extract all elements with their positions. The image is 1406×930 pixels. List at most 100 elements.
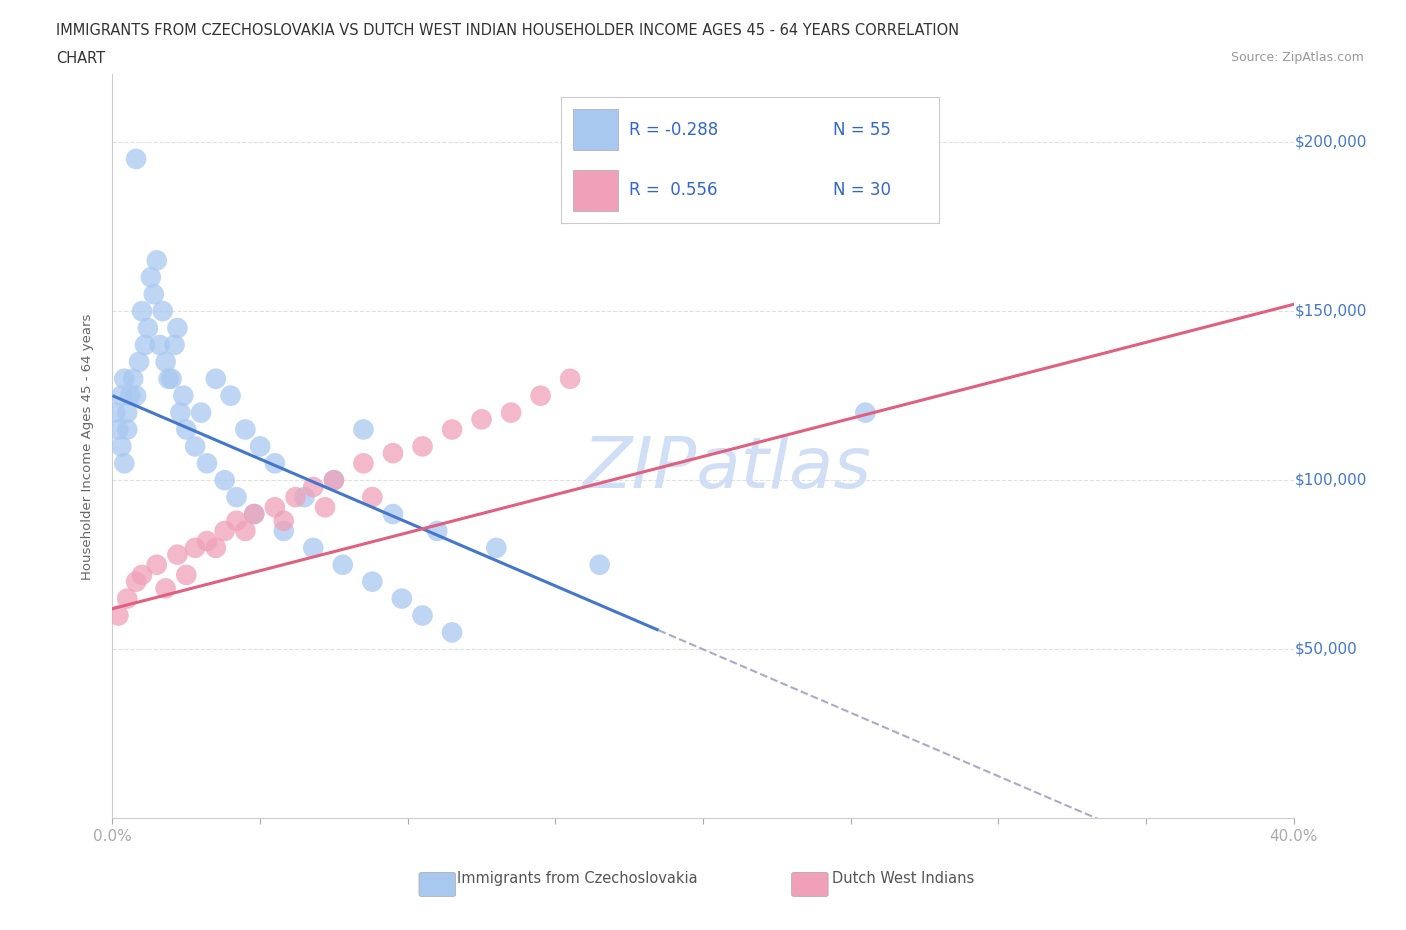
Point bbox=[588, 557, 610, 572]
Point bbox=[214, 524, 236, 538]
Point bbox=[352, 422, 374, 437]
Text: $100,000: $100,000 bbox=[1295, 472, 1367, 487]
Point bbox=[264, 456, 287, 471]
Text: R = -0.288: R = -0.288 bbox=[630, 121, 718, 139]
Point bbox=[352, 456, 374, 471]
Y-axis label: Householder Income Ages 45 - 64 years: Householder Income Ages 45 - 64 years bbox=[82, 313, 94, 579]
Point bbox=[323, 472, 346, 487]
Point bbox=[314, 499, 336, 514]
Point bbox=[264, 499, 287, 514]
Point bbox=[155, 354, 177, 369]
Text: N = 30: N = 30 bbox=[834, 181, 891, 199]
Point bbox=[139, 270, 162, 285]
Point bbox=[136, 321, 159, 336]
Point bbox=[233, 422, 256, 437]
Point bbox=[441, 625, 464, 640]
Point bbox=[125, 152, 148, 166]
Point bbox=[205, 540, 228, 555]
Point bbox=[292, 490, 315, 505]
Point bbox=[558, 371, 582, 386]
Point bbox=[382, 445, 405, 460]
Point bbox=[125, 574, 148, 589]
Point bbox=[169, 405, 191, 420]
Point bbox=[107, 422, 129, 437]
Point bbox=[214, 472, 236, 487]
Point bbox=[172, 388, 194, 403]
Bar bbox=[572, 110, 619, 150]
Point bbox=[243, 507, 266, 522]
Point bbox=[131, 567, 153, 582]
Point bbox=[243, 507, 266, 522]
Point bbox=[195, 456, 218, 471]
Point bbox=[166, 547, 188, 562]
Point bbox=[107, 608, 129, 623]
Point bbox=[302, 480, 325, 495]
Point bbox=[426, 524, 449, 538]
Point bbox=[501, 405, 523, 420]
Point bbox=[855, 405, 877, 420]
Point bbox=[163, 338, 186, 352]
Point bbox=[110, 388, 132, 403]
Point bbox=[273, 524, 295, 538]
Point bbox=[117, 405, 138, 420]
Point bbox=[146, 557, 169, 572]
Point bbox=[332, 557, 354, 572]
Point bbox=[166, 321, 188, 336]
Text: $150,000: $150,000 bbox=[1295, 303, 1367, 319]
Point bbox=[160, 371, 183, 386]
Point bbox=[382, 507, 405, 522]
Text: R =  0.556: R = 0.556 bbox=[630, 181, 718, 199]
Text: ZIPatlas: ZIPatlas bbox=[582, 434, 872, 503]
Point bbox=[190, 405, 212, 420]
Text: CHART: CHART bbox=[56, 51, 105, 66]
Point bbox=[117, 422, 138, 437]
Point bbox=[142, 286, 165, 301]
Bar bbox=[572, 170, 619, 210]
Point bbox=[323, 472, 346, 487]
Point bbox=[128, 354, 150, 369]
Point bbox=[174, 567, 197, 582]
Point bbox=[441, 422, 464, 437]
Point bbox=[361, 574, 384, 589]
Point bbox=[155, 581, 177, 596]
Point bbox=[249, 439, 271, 454]
Point bbox=[470, 412, 494, 427]
Point bbox=[411, 608, 433, 623]
Point bbox=[302, 540, 325, 555]
Point bbox=[174, 422, 197, 437]
Point bbox=[225, 513, 247, 528]
Point bbox=[284, 490, 307, 505]
Point bbox=[184, 540, 207, 555]
Point bbox=[485, 540, 508, 555]
Point bbox=[120, 388, 142, 403]
Text: Dutch West Indians: Dutch West Indians bbox=[832, 871, 974, 886]
Point bbox=[104, 405, 127, 420]
Point bbox=[205, 371, 228, 386]
Text: IMMIGRANTS FROM CZECHOSLOVAKIA VS DUTCH WEST INDIAN HOUSEHOLDER INCOME AGES 45 -: IMMIGRANTS FROM CZECHOSLOVAKIA VS DUTCH … bbox=[56, 23, 959, 38]
Point bbox=[125, 388, 148, 403]
Point bbox=[273, 513, 295, 528]
Point bbox=[157, 371, 180, 386]
Point bbox=[122, 371, 145, 386]
Point bbox=[149, 338, 172, 352]
Point bbox=[233, 524, 256, 538]
Point bbox=[391, 591, 413, 606]
Point bbox=[146, 253, 169, 268]
Point bbox=[411, 439, 433, 454]
Point bbox=[529, 388, 551, 403]
Point bbox=[117, 591, 138, 606]
Point bbox=[112, 456, 135, 471]
Point bbox=[152, 304, 174, 319]
Text: Immigrants from Czechoslovakia: Immigrants from Czechoslovakia bbox=[457, 871, 697, 886]
Point bbox=[112, 371, 135, 386]
Text: $200,000: $200,000 bbox=[1295, 135, 1367, 150]
Text: $50,000: $50,000 bbox=[1295, 642, 1357, 657]
Point bbox=[195, 534, 218, 549]
Text: N = 55: N = 55 bbox=[834, 121, 891, 139]
Point bbox=[225, 490, 247, 505]
Point bbox=[134, 338, 156, 352]
Text: Source: ZipAtlas.com: Source: ZipAtlas.com bbox=[1230, 51, 1364, 64]
Point bbox=[219, 388, 242, 403]
Point bbox=[184, 439, 207, 454]
Point bbox=[110, 439, 132, 454]
